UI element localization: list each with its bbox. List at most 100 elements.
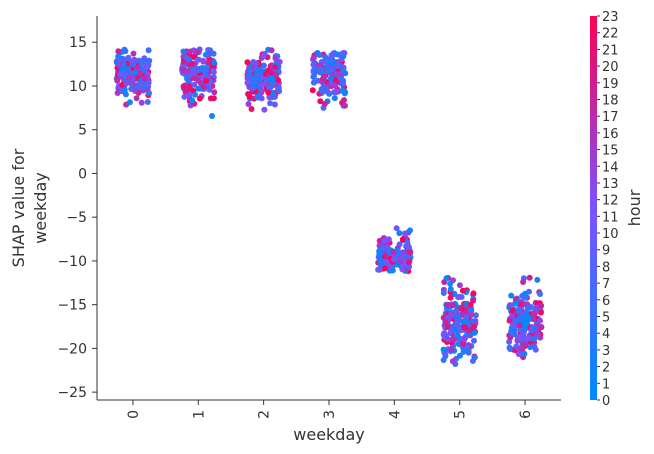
data-point — [509, 313, 516, 320]
data-point — [185, 68, 191, 75]
data-point — [453, 320, 459, 327]
data-point — [401, 253, 408, 260]
data-point — [267, 69, 274, 76]
data-point — [470, 324, 477, 331]
colorbar-gradient — [590, 16, 597, 400]
data-point — [125, 54, 132, 61]
data-point — [444, 301, 451, 308]
data-point — [326, 90, 333, 97]
data-point — [330, 50, 337, 57]
data-point — [120, 61, 127, 68]
data-point — [444, 323, 451, 330]
data-point — [451, 336, 457, 343]
x-tick-label: 6 — [518, 410, 534, 419]
data-point — [383, 258, 390, 265]
data-point — [183, 54, 190, 61]
data-point — [381, 237, 388, 244]
data-point — [138, 81, 145, 88]
data-point — [449, 302, 456, 309]
colorbar-tick-label: 4 — [602, 327, 610, 342]
data-point — [190, 54, 197, 60]
data-point — [390, 256, 397, 263]
data-point — [526, 288, 532, 295]
data-point — [377, 257, 384, 264]
x-tick-label: 1 — [191, 410, 207, 419]
data-point — [209, 113, 215, 119]
data-point — [399, 266, 406, 273]
data-point — [537, 317, 543, 324]
data-point — [520, 331, 527, 338]
data-point — [253, 66, 260, 72]
data-point — [524, 305, 531, 312]
data-point — [324, 56, 331, 63]
data-point — [470, 290, 477, 297]
data-point — [132, 69, 139, 76]
data-point — [203, 69, 210, 76]
data-point — [508, 292, 515, 299]
data-point — [205, 52, 212, 58]
colorbar-tick-label: 12 — [602, 194, 619, 209]
data-point — [138, 99, 145, 106]
data-point — [456, 282, 463, 289]
x-tick-label: 5 — [453, 410, 469, 419]
data-point — [195, 77, 202, 84]
colorbar-tick-label: 21 — [602, 43, 619, 58]
data-point — [538, 323, 544, 330]
data-point — [114, 90, 121, 96]
data-point — [339, 87, 346, 94]
data-point — [376, 237, 383, 244]
data-point — [471, 354, 478, 361]
y-ticks: 15 10 5 0 −5 −10 −15 −20 −25 — [57, 35, 97, 401]
data-point — [383, 246, 390, 253]
data-point — [203, 77, 210, 84]
data-point — [458, 306, 465, 312]
data-point — [468, 307, 475, 314]
data-point — [461, 335, 468, 342]
data-point — [124, 66, 131, 73]
data-point — [341, 97, 347, 104]
data-point — [448, 346, 455, 353]
data-point — [258, 82, 265, 89]
colorbar-tick-label: 8 — [602, 260, 610, 275]
data-point — [513, 300, 520, 307]
data-point — [248, 106, 255, 112]
data-point — [454, 331, 461, 338]
data-point — [340, 53, 347, 60]
data-point — [331, 82, 338, 89]
data-point — [340, 80, 346, 87]
data-point — [211, 89, 218, 96]
data-point — [537, 309, 544, 316]
data-point — [184, 92, 191, 99]
data-point — [184, 73, 191, 80]
data-point — [405, 263, 412, 270]
data-point — [190, 69, 196, 76]
data-point — [309, 87, 316, 94]
data-point — [447, 280, 454, 287]
data-point — [275, 77, 282, 84]
data-point — [340, 67, 347, 74]
data-point — [271, 101, 278, 108]
data-point — [327, 75, 334, 82]
colorbar-tick-label: 15 — [602, 144, 619, 159]
data-point — [396, 230, 403, 237]
data-point — [461, 319, 467, 325]
y-axis-title-line-2: weekday — [31, 172, 50, 243]
data-point — [530, 311, 537, 318]
data-point — [440, 357, 447, 363]
colorbar-tick-label: 23 — [602, 10, 619, 25]
data-point — [268, 47, 275, 54]
data-point — [321, 100, 328, 107]
data-point — [191, 81, 198, 88]
data-point — [322, 86, 329, 93]
data-point — [460, 340, 467, 347]
data-point — [317, 98, 324, 105]
data-point — [119, 66, 126, 73]
data-point — [376, 248, 383, 255]
data-point — [440, 346, 447, 353]
colorbar-tick-label: 3 — [602, 344, 610, 359]
data-point — [189, 97, 196, 104]
y-tick-label: 5 — [78, 123, 87, 139]
data-point — [509, 307, 516, 314]
data-point — [459, 287, 466, 294]
